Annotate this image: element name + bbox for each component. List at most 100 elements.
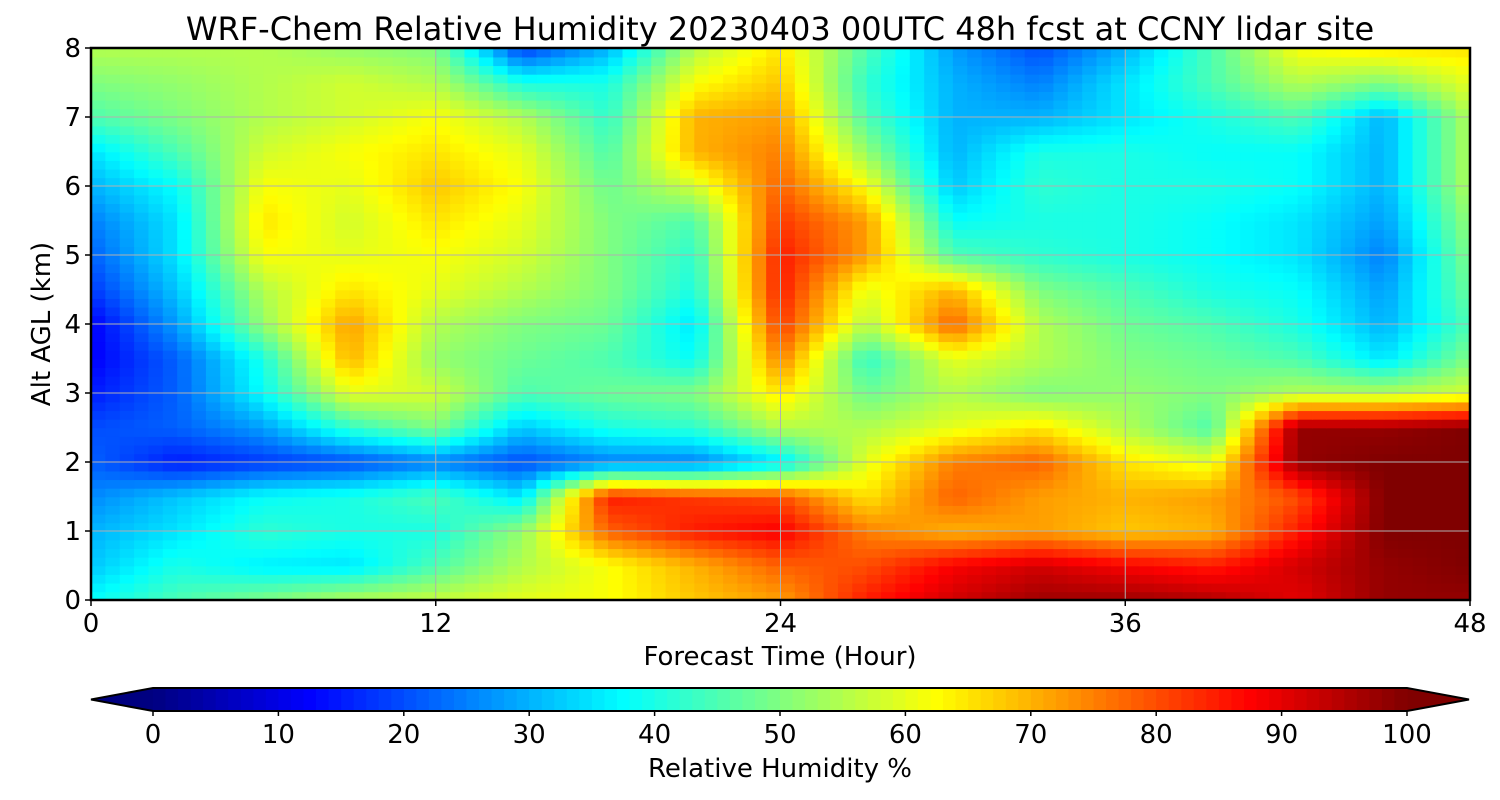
heat-cell <box>148 531 164 541</box>
heat-cell <box>1426 427 1443 437</box>
heat-cell <box>335 436 351 446</box>
heat-cell <box>507 539 523 550</box>
heat-cell <box>234 487 250 498</box>
heat-cell <box>1297 341 1313 351</box>
heat-cell <box>478 358 494 368</box>
heat-cell <box>91 531 107 541</box>
heat-cell <box>134 591 150 600</box>
heat-cell <box>1455 349 1470 360</box>
heat-cell <box>665 427 681 437</box>
heat-cell <box>1383 151 1399 161</box>
heat-cell <box>507 246 523 256</box>
heat-cell <box>1441 289 1457 299</box>
heat-cell <box>1110 229 1127 239</box>
heat-cell <box>622 358 638 368</box>
heat-cell <box>1240 531 1256 541</box>
heat-cell <box>1426 341 1443 351</box>
heat-cell <box>1225 289 1241 299</box>
heat-cell <box>1369 255 1385 265</box>
heat-cell <box>191 298 207 308</box>
heat-cell <box>1197 427 1213 437</box>
heat-cell <box>1369 479 1385 489</box>
heat-cell <box>1211 289 1227 299</box>
heat-cell <box>1039 280 1055 291</box>
heat-cell <box>1441 306 1457 317</box>
heat-cell <box>1168 211 1184 222</box>
heat-cell <box>220 591 236 600</box>
heat-cell <box>119 531 135 541</box>
heat-cell <box>1283 496 1299 506</box>
heat-cell <box>981 160 997 170</box>
heat-cell <box>895 496 911 506</box>
heat-cell <box>1340 487 1356 498</box>
heat-cell <box>1426 168 1443 179</box>
heat-cell <box>277 539 293 550</box>
heat-cell <box>679 315 696 325</box>
heat-cell <box>234 375 250 386</box>
heat-cell <box>608 496 624 506</box>
heat-cell <box>306 427 322 437</box>
heat-cell <box>1455 539 1470 550</box>
heat-cell <box>636 367 653 377</box>
heat-cell <box>565 367 581 377</box>
heat-cell <box>378 229 394 239</box>
heat-cell <box>1024 177 1040 187</box>
heatmap-field <box>91 48 1470 600</box>
heat-cell <box>1369 470 1385 481</box>
heat-cell <box>852 280 868 291</box>
heat-cell <box>148 289 164 299</box>
heat-cell <box>1153 427 1170 437</box>
heat-cell <box>292 496 308 506</box>
heat-cell <box>407 298 423 308</box>
heat-cell <box>694 436 710 446</box>
heat-cell <box>521 401 538 412</box>
heat-cell <box>1225 513 1241 524</box>
heat-cell <box>723 177 739 187</box>
heat-cell <box>766 539 782 550</box>
heat-cell <box>507 393 523 403</box>
heat-cell <box>421 505 437 515</box>
heat-cell <box>1240 496 1256 506</box>
heat-cell <box>464 444 480 455</box>
heat-cell <box>895 341 911 351</box>
heat-cell <box>579 427 595 437</box>
heat-cell <box>320 367 336 377</box>
heat-cell <box>536 436 552 446</box>
heat-cell <box>435 349 451 360</box>
heat-cell <box>91 142 107 153</box>
heat-cell <box>134 306 150 317</box>
heat-cell <box>780 444 796 455</box>
heat-cell <box>723 531 739 541</box>
heat-cell <box>205 565 222 575</box>
heat-cell <box>593 151 609 161</box>
heat-cell <box>220 263 236 274</box>
heat-cell <box>1039 444 1055 455</box>
heat-cell <box>1355 177 1371 187</box>
heat-cell <box>1283 332 1299 343</box>
heat-cell <box>1297 255 1313 265</box>
heat-cell <box>909 246 925 256</box>
heat-cell <box>579 220 595 230</box>
heat-cell <box>622 427 638 437</box>
heat-cell <box>895 332 911 343</box>
heat-cell <box>852 487 868 498</box>
heat-cell <box>1053 272 1069 282</box>
heat-cell <box>665 462 681 472</box>
heat-cell <box>1053 237 1069 248</box>
heat-cell <box>177 160 193 170</box>
heat-cell <box>1254 229 1270 239</box>
heat-cell <box>924 574 940 584</box>
heat-cell <box>1053 298 1069 308</box>
heat-cell <box>794 367 811 377</box>
heat-cell <box>1441 263 1457 274</box>
heat-cell <box>679 427 696 437</box>
heat-cell <box>837 565 854 575</box>
heat-cell <box>737 384 753 394</box>
heat-cell <box>909 177 925 187</box>
heat-cell <box>1297 531 1313 541</box>
heat-cell <box>809 418 825 429</box>
heat-cell <box>1153 160 1170 170</box>
heat-cell <box>608 548 624 558</box>
heat-cell <box>277 513 293 524</box>
heat-cell <box>895 203 911 213</box>
